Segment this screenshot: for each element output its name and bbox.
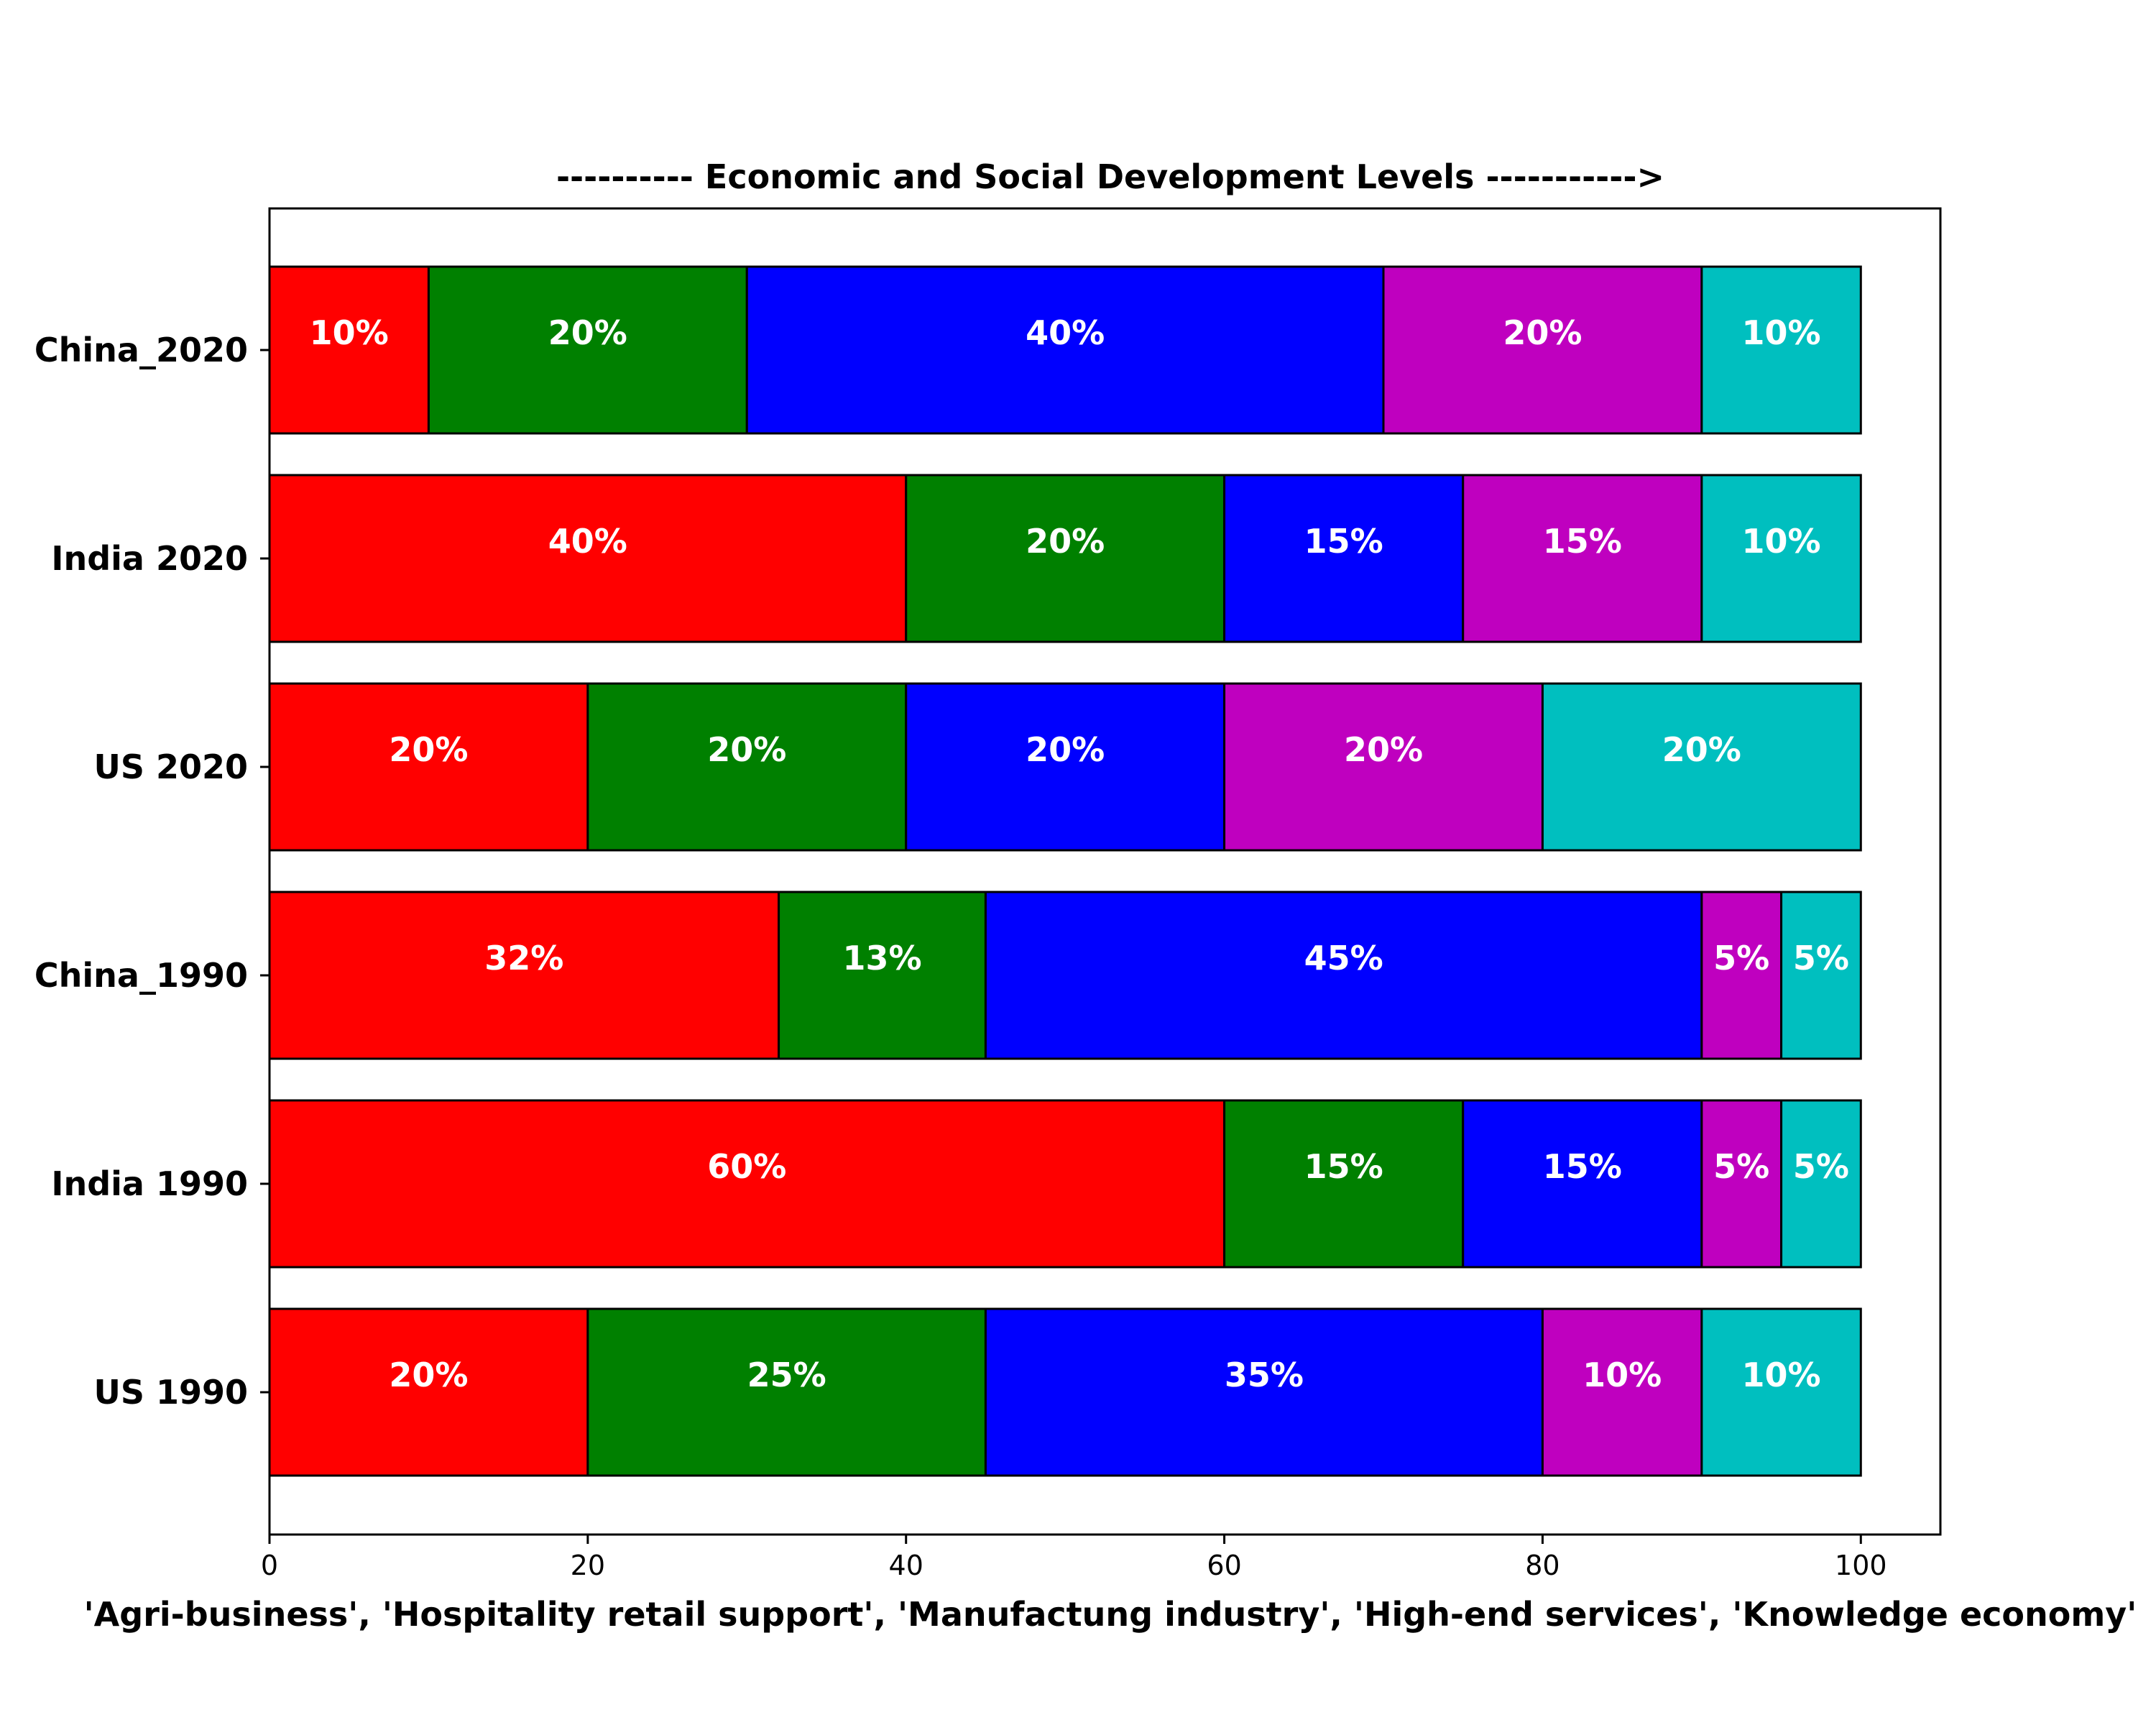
bar-segment — [984, 1307, 1544, 1477]
data-label: 10% — [1742, 522, 1821, 561]
data-label: 5% — [1793, 1147, 1849, 1186]
data-label: 40% — [548, 522, 627, 561]
data-label: 5% — [1713, 1147, 1769, 1186]
x-tick-label: 40 — [889, 1550, 923, 1581]
bar-segment — [1700, 891, 1783, 1060]
data-label: 40% — [1026, 313, 1105, 352]
bar-segment — [1780, 1099, 1862, 1269]
data-label: 20% — [1026, 730, 1105, 769]
data-label: 20% — [389, 1356, 468, 1394]
bar-segment — [1462, 1099, 1703, 1269]
bar-segment — [1700, 1307, 1862, 1477]
data-label: 10% — [310, 313, 389, 352]
y-tick-label: US 1990 — [93, 1373, 248, 1412]
bar-segment — [1223, 474, 1465, 643]
bar-segment — [1780, 891, 1862, 1060]
y-tick-label: China_1990 — [34, 956, 248, 995]
bar-segment — [1223, 682, 1544, 852]
bar-segment — [1223, 1099, 1465, 1269]
data-label: 15% — [1304, 522, 1383, 561]
data-label: 20% — [1026, 522, 1105, 561]
data-label: 15% — [1543, 1147, 1622, 1186]
data-label: 20% — [1503, 313, 1582, 352]
x-axis: 0 20 40 60 80 100 — [261, 1535, 1887, 1581]
bar-segment — [268, 265, 430, 435]
data-label: 32% — [484, 939, 563, 978]
data-label: 25% — [747, 1356, 826, 1394]
data-label: 20% — [1344, 730, 1423, 769]
bar-segment — [984, 891, 1703, 1060]
y-tick-label: India 1990 — [51, 1164, 248, 1203]
data-label: 10% — [1742, 313, 1821, 352]
x-tick-label: 80 — [1525, 1550, 1560, 1581]
x-axis-label: 'Agri-business', 'Hospitality retail sup… — [84, 1595, 2137, 1634]
bar-segment — [1462, 474, 1703, 643]
x-tick-label: 20 — [571, 1550, 605, 1581]
data-label: 13% — [842, 939, 921, 978]
x-tick-label: 0 — [261, 1550, 278, 1581]
data-label: 15% — [1304, 1147, 1383, 1186]
data-label: 20% — [1662, 730, 1741, 769]
data-label: 20% — [548, 313, 627, 352]
y-tick-label: US 2020 — [93, 748, 248, 786]
y-tick-label: India 2020 — [51, 539, 248, 578]
bar-segment — [427, 265, 748, 435]
data-label: 10% — [1742, 1356, 1821, 1394]
bar-segment — [268, 474, 908, 643]
data-label: 5% — [1713, 939, 1769, 978]
data-label: 15% — [1543, 522, 1622, 561]
data-labels-group: 10% 20% 40% 20% 10% 40% 20% 15% 15% 10% 20% 20% 20% 2… — [310, 313, 1849, 1394]
data-label: 5% — [1793, 939, 1849, 978]
bar-segment — [1382, 265, 1703, 435]
data-label: 20% — [707, 730, 786, 769]
data-label: 35% — [1225, 1356, 1304, 1394]
data-label: 60% — [707, 1147, 786, 1186]
bars-group — [268, 265, 1862, 1477]
data-label: 20% — [389, 730, 468, 769]
bar-segment — [778, 891, 987, 1060]
bar-segment — [1541, 682, 1862, 852]
data-label: 45% — [1304, 939, 1383, 978]
plot-frame — [268, 207, 1942, 1536]
bar-segment — [1541, 1307, 1703, 1477]
bar-segment — [905, 682, 1226, 852]
y-tick-label: China_2020 — [34, 331, 248, 369]
bar-segment — [586, 1307, 987, 1477]
bar-segment — [586, 682, 908, 852]
x-tick-label: 60 — [1207, 1550, 1241, 1581]
bar-segment — [1700, 474, 1862, 643]
x-tick-label: 100 — [1835, 1550, 1887, 1581]
y-axis: China_2020 India 2020 US 2020 China_1990 Ind… — [34, 331, 270, 1412]
data-label: 10% — [1583, 1356, 1662, 1394]
bar-segment — [905, 474, 1226, 643]
bar-segment — [1700, 265, 1862, 435]
bar-segment — [268, 1099, 1226, 1269]
chart-title: ---------- Economic and Social Developme… — [556, 157, 1664, 196]
bar-segment — [745, 265, 1385, 435]
